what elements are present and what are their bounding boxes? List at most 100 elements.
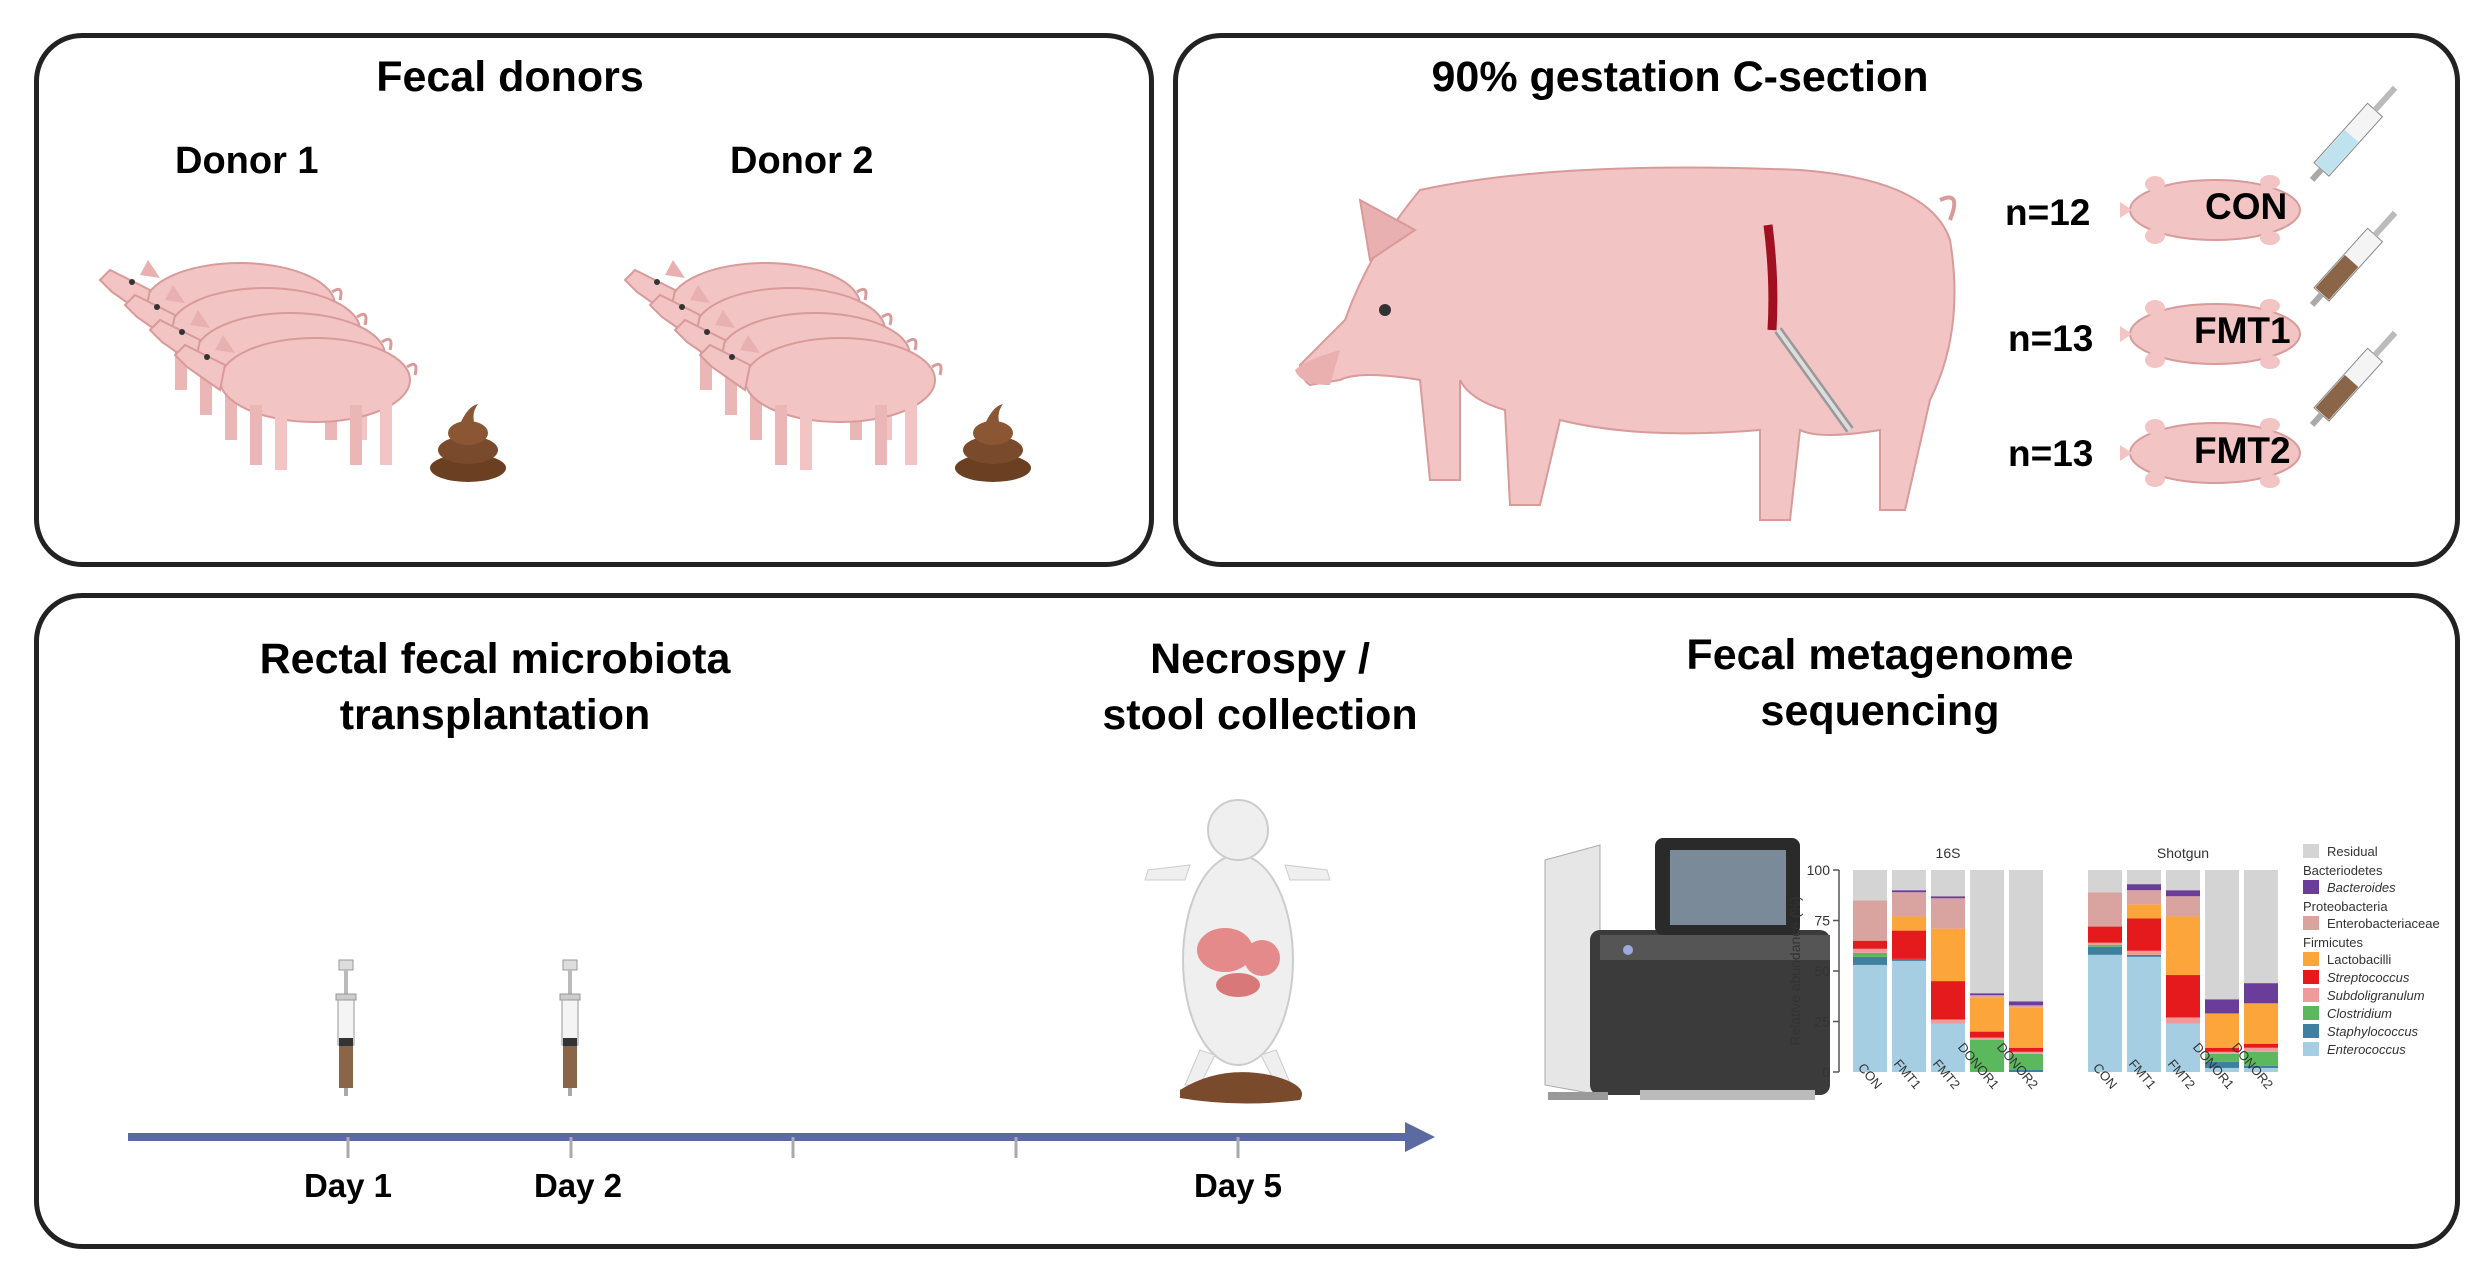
bar-segment-bacteroides (2244, 983, 2278, 1004)
bar-segment-staphylococcus (2127, 954, 2161, 957)
bar-segment-clostridium (2088, 944, 2122, 947)
legend-label-enterobacteriaceae: Enterobacteriaceae (2327, 916, 2440, 931)
legend-label-residual: Residual (2327, 844, 2378, 859)
bar-segment-residual (1931, 870, 1965, 897)
bar-segment-enterococcus (1853, 964, 1887, 1072)
legend-label-staphylococcus: Staphylococcus (2327, 1024, 2419, 1039)
bar-segment-staphylococcus (2205, 1061, 2239, 1068)
fmt-title: Rectal fecal microbiota transplantation (259, 635, 731, 739)
bar-segment-bacteroides (1892, 890, 1926, 893)
bar-segment-enterococcus (1892, 960, 1926, 1072)
group-n-con: n=12 (2005, 192, 2091, 233)
sequencing-title: Fecal metagenome sequencing (1686, 631, 2074, 735)
bar-segment-streptococcus (2166, 975, 2200, 1018)
bar-segment-staphylococcus (1892, 958, 1926, 961)
bar-segment-lactobacilli (1931, 928, 1965, 982)
bar-segment-clostridium (1853, 952, 1887, 957)
y-tick-label: 25 (1814, 1014, 1830, 1030)
bar-segment-streptococcus (2009, 1047, 2043, 1052)
bar-segment-bacteroides (2127, 884, 2161, 891)
legend-label-lactobacilli: Lactobacilli (2327, 952, 2391, 967)
necropsy-piglet-illustration (1144, 799, 1331, 1104)
legend-label-bacteroides: Bacteroides (2327, 880, 2396, 895)
bar-segment-staphylococcus (2244, 1065, 2278, 1068)
bar-segment-streptococcus (1931, 981, 1965, 1020)
syringe-fmt2-icon (2309, 330, 2398, 427)
bar-segment-clostridium (2205, 1053, 2239, 1062)
bar-segment-streptococcus (2127, 918, 2161, 951)
bar-segment-enterobacteriaceae (2127, 890, 2161, 905)
bar-segment-enterococcus (1931, 1023, 1965, 1072)
bar-segment-bacteroides (2205, 999, 2239, 1014)
legend-group-bacteriodetes: Bacteriodetes (2303, 863, 2383, 878)
donor1-label: Donor 1 (175, 140, 319, 182)
bar-segment-subdoligranulum (2166, 1017, 2200, 1024)
bar-segment-streptococcus (1892, 930, 1926, 959)
day1-syringe-icon (335, 959, 357, 1097)
bar-segment-residual (2088, 870, 2122, 893)
legend-label-enterococcus: Enterococcus (2327, 1042, 2406, 1057)
bar-segment-enterococcus (2088, 954, 2122, 1072)
bar-segment-enterococcus (2166, 1023, 2200, 1072)
bar-segment-bacteroides (2166, 890, 2200, 897)
bar-segment-enterobacteriaceae (1853, 900, 1887, 941)
group-n-fmt1: n=13 (2008, 318, 2094, 359)
bar-segment-subdoligranulum (2127, 950, 2161, 955)
timeline-ticks (346, 1137, 1240, 1158)
bar-segment-lactobacilli (2244, 1003, 2278, 1044)
legend-label-subdoligranulum: Subdoligranulum (2327, 988, 2425, 1003)
day1-label: Day 1 (303, 1167, 393, 1204)
legend-swatch-streptococcus (2303, 970, 2319, 984)
legend-swatch-enterobacteriaceae (2303, 916, 2319, 930)
legend-swatch-subdoligranulum (2303, 988, 2319, 1002)
bar-segment-bacteroides (1970, 993, 2004, 996)
group-label-con: CON (2205, 186, 2288, 227)
legend-group-proteobacteria: Proteobacteria (2303, 899, 2388, 914)
legend-swatch-staphylococcus (2303, 1024, 2319, 1038)
bar-segment-enterobacteriaceae (1970, 995, 2004, 998)
legend-group-firmicutes: Firmicutes (2303, 935, 2363, 950)
legend-label-streptococcus: Streptococcus (2327, 970, 2410, 985)
bar-segment-enterococcus (2205, 1067, 2239, 1072)
group-n-fmt2: n=13 (2008, 433, 2094, 474)
day2-label: Day 2 (533, 1167, 623, 1204)
bar-segment-enterobacteriaceae (2088, 892, 2122, 927)
bar-segment-staphylococcus (2088, 946, 2122, 955)
y-tick-label: 50 (1814, 963, 1830, 979)
bar-segment-enterobacteriaceae (1892, 892, 1926, 917)
donor2-pig-group (623, 258, 943, 472)
bar-segment-lactobacilli (2127, 904, 2161, 919)
panel-title-16s: 16S (1936, 845, 1961, 861)
bar-segment-residual (1853, 870, 1887, 901)
bar-segment-subdoligranulum (2205, 1051, 2239, 1054)
bar-segment-clostridium (2009, 1053, 2043, 1070)
bar-segment-staphylococcus (2009, 1069, 2043, 1072)
legend-swatch-clostridium (2303, 1006, 2319, 1020)
bar-segment-streptococcus (2205, 1047, 2239, 1052)
bar-segment-residual (2205, 870, 2239, 1000)
bar-segment-subdoligranulum (2088, 942, 2122, 945)
panel-title-shotgun: Shotgun (2157, 845, 2209, 861)
bar-segment-enterococcus (2244, 1067, 2278, 1072)
bar-segment-bacteroides (1931, 896, 1965, 899)
bar-segment-bacteroides (2009, 1001, 2043, 1006)
bar-segment-streptococcus (2088, 926, 2122, 943)
bar-segment-lactobacilli (1970, 997, 2004, 1032)
donor2-stool-icon (955, 404, 1031, 482)
legend-swatch-residual (2303, 844, 2319, 858)
bar-segment-subdoligranulum (1853, 948, 1887, 953)
bar-segment-staphylococcus (1853, 956, 1887, 965)
group-label-fmt2: FMT2 (2194, 430, 2291, 471)
syringe-con-icon (2309, 85, 2398, 182)
bar-segment-enterobacteriaceae (2166, 896, 2200, 917)
bar-segment-streptococcus (1970, 1031, 2004, 1038)
donor1-pig-group (98, 258, 418, 472)
sequencer-illustration (1544, 838, 1830, 1100)
legend-label-clostridium: Clostridium (2327, 1006, 2392, 1021)
bar-segment-clostridium (1970, 1039, 2004, 1072)
day5-label: Day 5 (1193, 1167, 1283, 1204)
necropsy-title: Necrospy / stool collection (1102, 635, 1418, 739)
legend-swatch-enterococcus (2303, 1042, 2319, 1056)
